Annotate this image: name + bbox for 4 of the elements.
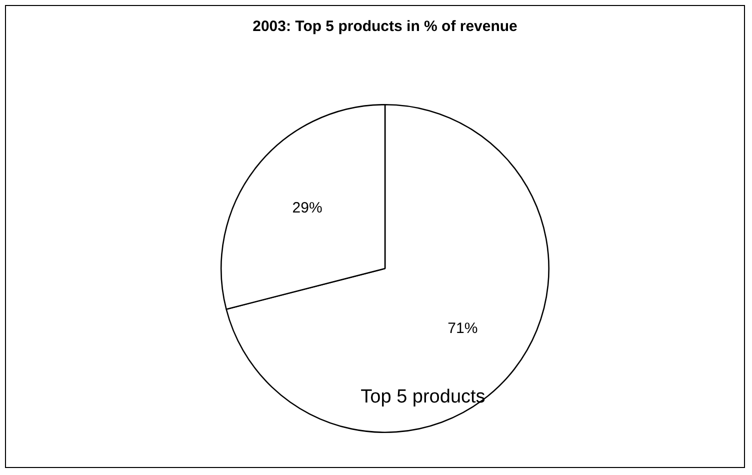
chart-title: 2003: Top 5 products in % of revenue [252, 18, 518, 36]
slice-label: Top 5 products [360, 386, 486, 408]
data-label: 29% [292, 199, 322, 216]
data-label: 71% [448, 320, 478, 337]
